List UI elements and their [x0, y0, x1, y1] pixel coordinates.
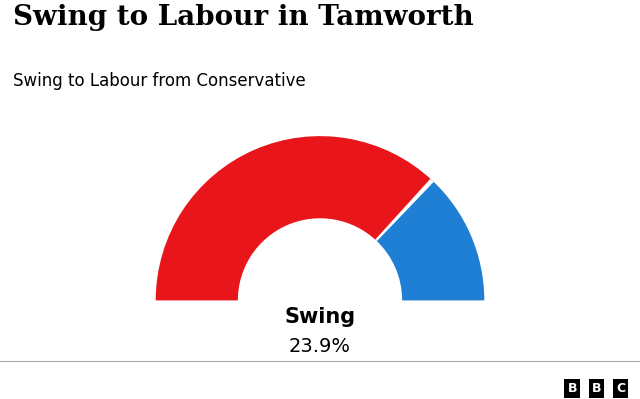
Wedge shape: [375, 179, 434, 241]
Text: B: B: [592, 382, 601, 395]
Wedge shape: [156, 136, 432, 300]
Text: C: C: [616, 382, 625, 395]
Wedge shape: [376, 180, 484, 300]
Text: Swing to Labour in Tamworth: Swing to Labour in Tamworth: [13, 4, 474, 31]
Text: Swing: Swing: [284, 307, 356, 327]
Text: Swing to Labour from Conservative: Swing to Labour from Conservative: [13, 72, 305, 90]
Text: B: B: [568, 382, 577, 395]
Text: 23.9%: 23.9%: [289, 337, 351, 356]
